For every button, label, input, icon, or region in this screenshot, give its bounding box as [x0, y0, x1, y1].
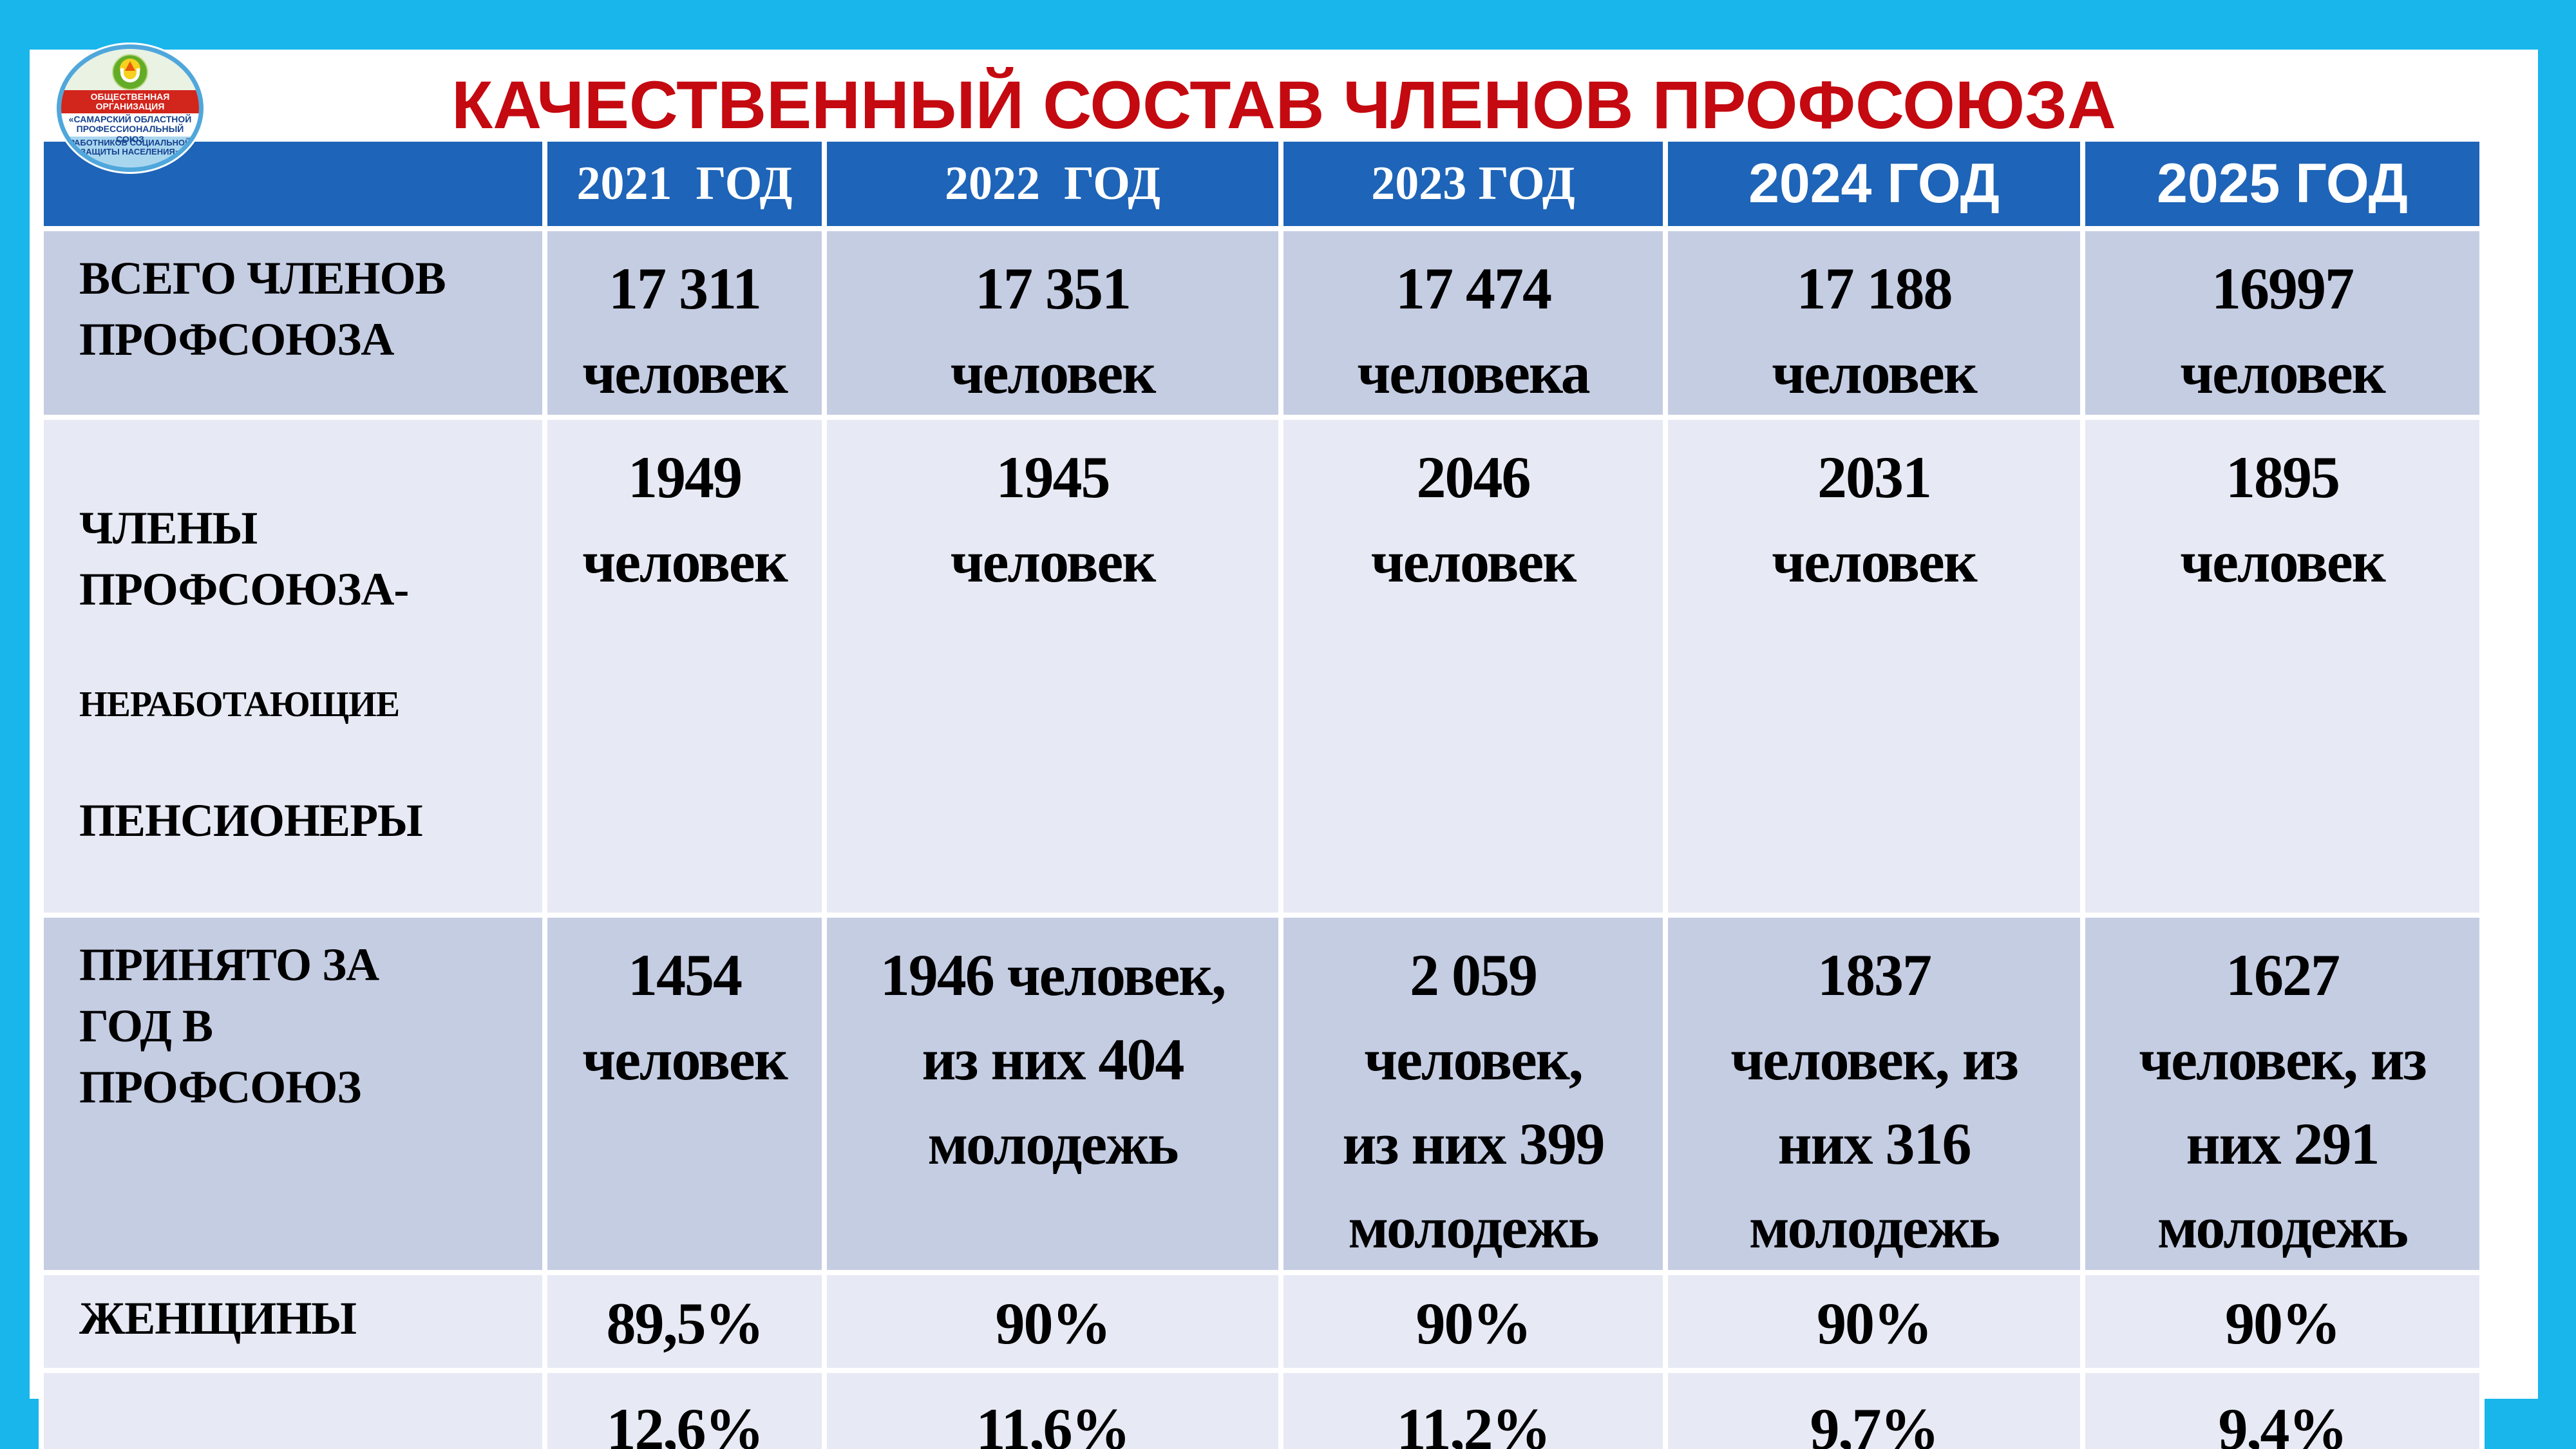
value-cell-2022: 1946 человек, из них 404 молодежь	[822, 913, 1283, 1275]
logo-text-line: ЗАЩИТЫ НАСЕЛЕНИЯ»	[80, 147, 180, 157]
row-label-part-large: ПЕНСИОНЕРЫ	[79, 795, 423, 847]
row-label: ПРИНЯТО ЗА ГОД В ПРОФСОЮЗ	[39, 913, 547, 1275]
value-cell-2021: 12,6%	[542, 1367, 827, 1449]
row-youth-under-35: МОЛОДЕЖЬ ДО 35 ЛЕТ 12,6% 11,6% 11,2% 9,7…	[39, 1367, 2485, 1449]
row-nonworking-pensioners: ЧЛЕНЫ ПРОФСОЮЗА- НЕРАБОТАЮЩИЕ ПЕНСИОНЕРЫ…	[39, 415, 2485, 918]
row-total-members: ВСЕГО ЧЛЕНОВ ПРОФСОЮЗА 17 311 человек 17…	[39, 225, 2485, 421]
logo-text-line: РАБОТНИКОВ СОЦИАЛЬНОЙ	[69, 138, 191, 147]
value-cell-2024: 1837 человек, из них 316 молодежь	[1663, 913, 2085, 1275]
value-cell-2023: 11,2%	[1278, 1367, 1668, 1449]
slide-content-area: КАЧЕСТВЕННЫЙ СОСТАВ ЧЛЕНОВ ПРОФСОЮЗА ОБЩ…	[30, 44, 2538, 1449]
year-header-2022: 2022 ГОД	[822, 137, 1283, 231]
logo-text-line: «САМАРСКИЙ ОБЛАСТНОЙ	[68, 114, 192, 124]
row-label-part-small: НЕРАБОТАЮЩИЕ	[79, 685, 400, 725]
value-cell-2023: 90%	[1278, 1269, 1668, 1373]
year-header-2021: 2021 ГОД	[542, 137, 827, 231]
row-label: ЧЛЕНЫ ПРОФСОЮЗА- НЕРАБОТАЮЩИЕ ПЕНСИОНЕРЫ	[39, 415, 547, 918]
value-cell-2025: 90%	[2080, 1269, 2485, 1373]
logo-band-organization: ОБЩЕСТВЕННАЯ ОРГАНИЗАЦИЯ	[61, 90, 199, 113]
row-label-part-large: ЧЛЕНЫ ПРОФСОЮЗА-	[79, 502, 409, 616]
hands-flame-emblem-icon	[112, 54, 148, 90]
year-header-2025: 2025 ГОД	[2080, 137, 2485, 231]
row-accepted-per-year: ПРИНЯТО ЗА ГОД В ПРОФСОЮЗ 1454 человек 1…	[39, 913, 2485, 1275]
row-label: ВСЕГО ЧЛЕНОВ ПРОФСОЮЗА	[39, 225, 547, 421]
value-cell-2025: 1627 человек, из них 291 молодежь	[2080, 913, 2485, 1275]
year-header-2023: 2023 ГОД	[1278, 137, 1668, 231]
table-header-row: 2021 ГОД 2022 ГОД 2023 ГОД 2024 ГОД 2025…	[39, 137, 2485, 231]
logo-text-line: ОРГАНИЗАЦИЯ	[95, 101, 165, 112]
value-cell-2021: 1949 человек	[542, 415, 827, 918]
value-cell-2023: 2046 человек	[1278, 415, 1668, 918]
value-cell-2024: 9,7%	[1663, 1367, 2085, 1449]
value-cell-2025: 1895 человек	[2080, 415, 2485, 918]
logo-text-line: ПРОФЕССИОНАЛЬНЫЙ СОЮЗ	[76, 124, 184, 144]
statistics-table-wrap: 2021 ГОД 2022 ГОД 2023 ГОД 2024 ГОД 2025…	[39, 137, 2485, 1449]
value-cell-2021: 89,5%	[542, 1269, 827, 1373]
row-label: ЖЕНЩИНЫ	[39, 1269, 547, 1373]
year-header-2024: 2024 ГОД	[1663, 137, 2085, 231]
emblem-hands-icon	[120, 68, 140, 82]
row-label: МОЛОДЕЖЬ ДО 35 ЛЕТ	[39, 1367, 547, 1449]
statistics-table: 2021 ГОД 2022 ГОД 2023 ГОД 2024 ГОД 2025…	[39, 137, 2485, 1449]
value-cell-2023: 2 059 человек, из них 399 молодежь	[1278, 913, 1668, 1275]
logo-band-union-name: «САМАРСКИЙ ОБЛАСТНОЙ ПРОФЕССИОНАЛЬНЫЙ СО…	[61, 113, 199, 144]
value-cell-2025: 9,4%	[2080, 1367, 2485, 1449]
value-cell-2022: 17 351 человек	[822, 225, 1283, 421]
row-women: ЖЕНЩИНЫ 89,5% 90% 90% 90% 90%	[39, 1269, 2485, 1373]
value-cell-2024: 17 188 человек	[1663, 225, 2085, 421]
organization-logo: ОБЩЕСТВЕННАЯ ОРГАНИЗАЦИЯ «САМАРСКИЙ ОБЛА…	[57, 44, 204, 172]
value-cell-2024: 90%	[1663, 1269, 2085, 1373]
value-cell-2025: 16997 человек	[2080, 225, 2485, 421]
value-cell-2024: 2031 человек	[1663, 415, 2085, 918]
value-cell-2022: 90%	[822, 1269, 1283, 1373]
value-cell-2023: 17 474 человека	[1278, 225, 1668, 421]
logo-text-line: ОБЩЕСТВЕННАЯ	[90, 91, 170, 102]
value-cell-2021: 1454 человек	[542, 913, 827, 1275]
value-cell-2022: 1945 человек	[822, 415, 1283, 918]
value-cell-2021: 17 311 человек	[542, 225, 827, 421]
page-title: КАЧЕСТВЕННЫЙ СОСТАВ ЧЛЕНОВ ПРОФСОЮЗА	[451, 68, 2116, 143]
value-cell-2022: 11,6%	[822, 1367, 1283, 1449]
logo-emblem-area	[61, 49, 199, 90]
